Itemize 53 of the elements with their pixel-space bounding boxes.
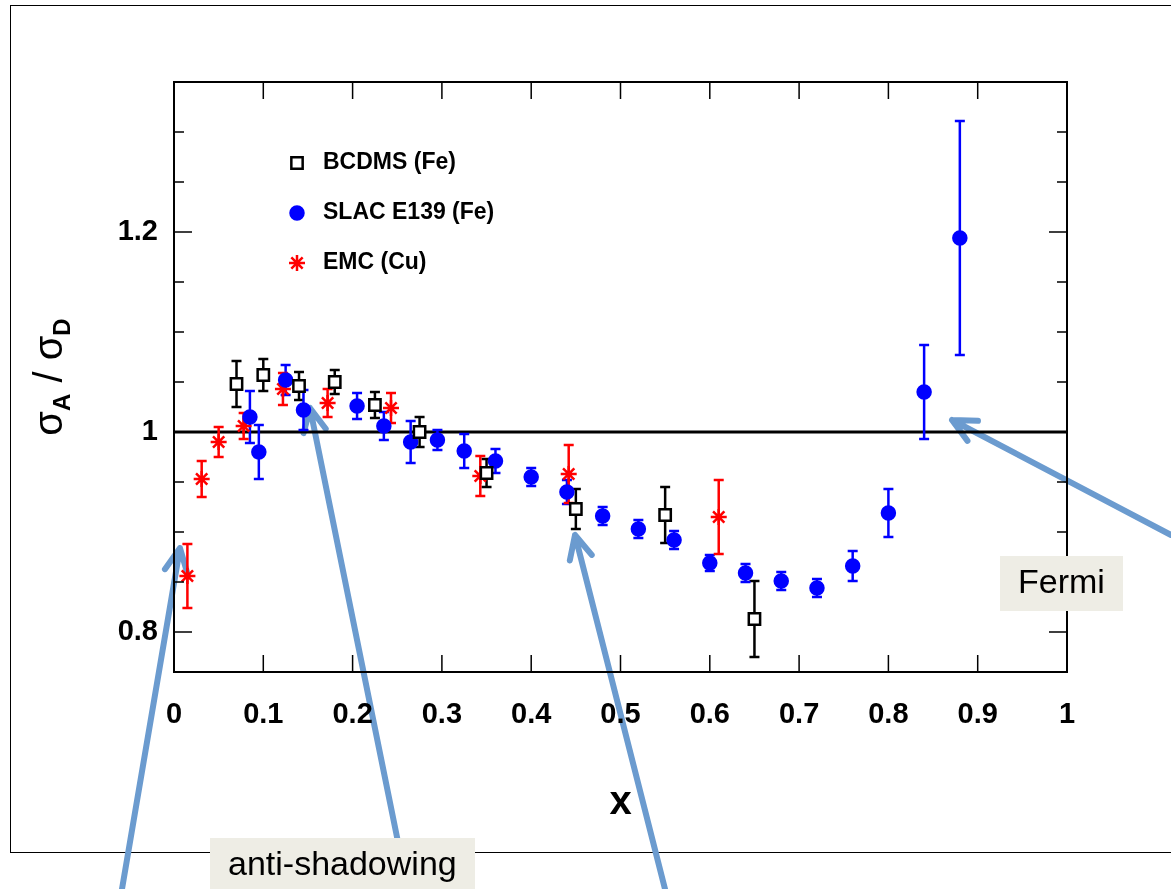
- x-tick-label: 0.7: [778, 697, 820, 730]
- point: [658, 508, 673, 522]
- y-tick-label: 0.8: [117, 614, 158, 646]
- point: [376, 418, 392, 434]
- text: anti-shadowing: [210, 838, 475, 889]
- y-tick-label: 1: [141, 414, 158, 446]
- point: [229, 377, 244, 391]
- point: [456, 443, 472, 459]
- point: [559, 484, 575, 500]
- point: [292, 379, 306, 393]
- point: [318, 393, 337, 413]
- point: [429, 432, 446, 448]
- point: [479, 466, 494, 480]
- point: [277, 372, 294, 388]
- point: [178, 566, 197, 586]
- y-tick-label: 1.2: [117, 214, 158, 246]
- point: [234, 416, 253, 436]
- x-tick-label: 0: [165, 697, 183, 730]
- point: [844, 558, 861, 574]
- point: [402, 434, 419, 450]
- point: [327, 375, 342, 389]
- x-tick-label: 0.1: [243, 697, 284, 730]
- annotation: Fermi: [1000, 556, 1123, 611]
- point: [487, 453, 504, 469]
- point: [880, 505, 897, 521]
- point: [251, 444, 267, 460]
- point: [916, 384, 932, 400]
- x-tick-label: 0.6: [689, 697, 730, 730]
- legend-label: BCDMS (Fe): [323, 148, 456, 175]
- point: [209, 432, 228, 452]
- point: [368, 398, 382, 412]
- point: [412, 425, 427, 439]
- y-axis-title: σA / σD: [26, 318, 75, 436]
- point: [349, 398, 365, 414]
- x-axis-title: x: [609, 778, 632, 823]
- point: [242, 409, 258, 425]
- legend-label: SLAC E139 (Fe): [323, 198, 495, 225]
- point: [568, 502, 583, 516]
- point: [256, 368, 271, 382]
- point: [952, 230, 968, 246]
- x-tick-label: 0.8: [868, 697, 909, 730]
- x-tick-label: 0.9: [957, 697, 998, 730]
- point: [709, 507, 728, 527]
- x-tick-label: 0.4: [511, 697, 552, 730]
- point: [471, 466, 490, 486]
- x-tick-label: 0.3: [421, 697, 463, 730]
- point: [381, 398, 401, 418]
- point: [295, 402, 312, 418]
- point: [747, 612, 762, 626]
- point: [559, 464, 578, 484]
- point: [192, 469, 211, 489]
- x-tick-label: 1: [1058, 697, 1076, 730]
- legend-label: EMC (Cu): [323, 248, 427, 275]
